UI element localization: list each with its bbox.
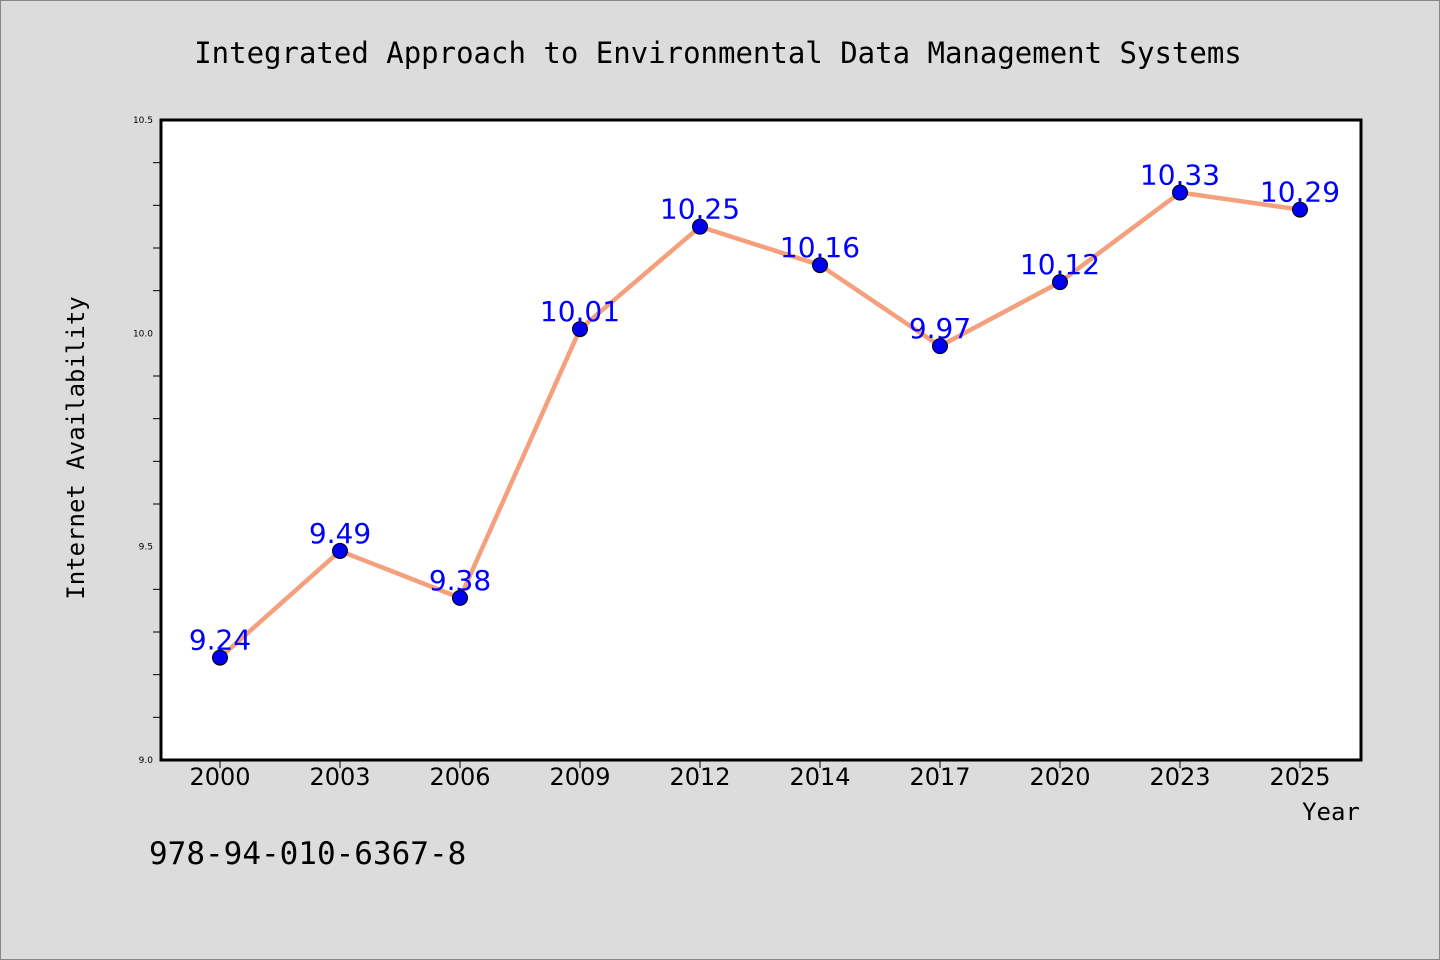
y-tick-label: 10.0 bbox=[133, 329, 153, 339]
x-tick-label: 2012 bbox=[669, 763, 730, 791]
series-group: 9.24 9.49 9.38 10.01 10.25 10.16 9.97 10.12 10.3… bbox=[189, 159, 1340, 666]
data-label: 10.29 bbox=[1260, 176, 1340, 209]
data-point bbox=[572, 321, 588, 338]
data-point bbox=[812, 257, 828, 274]
x-axis: 2000 2003 2006 2009 2012 2014 2017 2020 2023 2025 bbox=[189, 760, 1331, 791]
data-point bbox=[212, 649, 228, 666]
y-tick-label: 9.5 bbox=[139, 543, 153, 553]
data-point bbox=[932, 338, 948, 355]
data-label: 10.33 bbox=[1140, 159, 1220, 192]
data-label: 9.97 bbox=[909, 312, 971, 345]
data-point bbox=[1052, 274, 1068, 291]
data-point bbox=[692, 218, 708, 235]
data-label: 9.49 bbox=[309, 517, 371, 550]
data-point bbox=[1172, 184, 1188, 201]
chart-title: Integrated Approach to Environmental Dat… bbox=[194, 36, 1242, 70]
plot-area bbox=[161, 120, 1361, 760]
data-label: 9.24 bbox=[189, 624, 251, 657]
y-tick-label: 10.5 bbox=[133, 116, 153, 126]
y-tick-label: 9.0 bbox=[139, 756, 154, 766]
plot-frame bbox=[159, 118, 1363, 762]
data-point bbox=[1292, 201, 1308, 218]
y-axis: 9.0 9.5 10.0 10.5 bbox=[133, 116, 161, 766]
data-label: 9.38 bbox=[429, 564, 491, 597]
data-label: 10.25 bbox=[660, 193, 740, 226]
data-label: 10.12 bbox=[1020, 248, 1100, 281]
data-label: 10.16 bbox=[780, 231, 860, 264]
y-axis-label: Internet Availability bbox=[62, 296, 90, 599]
x-tick-label: 2014 bbox=[789, 763, 850, 791]
footer-code: 978-94-010-6367-8 bbox=[149, 836, 466, 872]
x-tick-label: 2006 bbox=[429, 763, 490, 791]
data-point bbox=[332, 542, 348, 559]
x-axis-label: Year bbox=[1302, 798, 1360, 826]
x-tick-label: 2000 bbox=[189, 763, 250, 791]
x-tick-label: 2020 bbox=[1029, 763, 1090, 791]
x-tick-label: 2017 bbox=[909, 763, 970, 791]
x-tick-label: 2025 bbox=[1269, 763, 1330, 791]
x-tick-label: 2003 bbox=[309, 763, 370, 791]
data-point bbox=[452, 589, 468, 606]
x-tick-label: 2023 bbox=[1149, 763, 1210, 791]
x-tick-label: 2009 bbox=[549, 763, 610, 791]
data-label: 10.01 bbox=[540, 295, 620, 328]
series-line bbox=[217, 190, 1303, 660]
